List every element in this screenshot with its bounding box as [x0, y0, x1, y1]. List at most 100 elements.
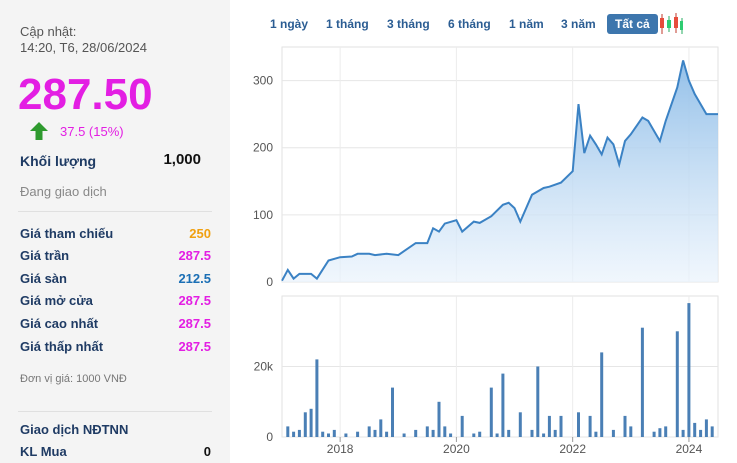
tab-1-day[interactable]: 1 ngày — [270, 17, 309, 31]
volume-bar — [443, 426, 447, 437]
volume-label: Khối lượng — [20, 153, 97, 169]
volume-bar — [553, 429, 557, 437]
current-price: 287.50 — [18, 70, 153, 119]
volume-bar — [611, 429, 615, 437]
volume-bar — [356, 431, 360, 437]
price-line — [281, 60, 718, 282]
volume-bar — [629, 426, 633, 437]
volume-y-tick-label: 20k — [254, 360, 274, 374]
volume-bar — [309, 408, 313, 437]
volume-bar — [373, 429, 377, 437]
volume-bar — [367, 426, 371, 437]
foreign-buy-row: KL Mua 0 — [20, 444, 211, 463]
tab-3-months[interactable]: 3 tháng — [387, 17, 430, 31]
price-y-axis: 0 100 200 300 — [253, 74, 273, 289]
volume-bar — [559, 415, 563, 437]
volume-bar — [495, 433, 499, 437]
price-y-tick-label: 100 — [253, 208, 273, 222]
tab-6-months[interactable]: 6 tháng — [448, 17, 491, 31]
volume-bar — [600, 352, 604, 437]
volume-bar — [588, 415, 592, 437]
reference-price-row: Giá tham chiếu 250 — [20, 226, 211, 246]
time-x-axis: 2018 2020 2022 2024 — [327, 437, 703, 456]
price-unit-note: Đơn vị giá: 1000 VNĐ — [20, 373, 127, 385]
volume-bar — [664, 426, 668, 437]
tab-3-years[interactable]: 3 năm — [561, 17, 596, 31]
stock-info-panel: Cập nhật: 14:20, T6, 28/06/2024 287.50 3… — [0, 0, 230, 463]
volume-bar — [693, 422, 697, 437]
low-price-row: Giá thấp nhất 287.5 — [20, 339, 211, 359]
volume-bar — [297, 429, 301, 437]
volume-bar — [547, 415, 551, 437]
volume-bar — [681, 429, 685, 437]
volume-bar — [658, 428, 662, 437]
volume-bar — [449, 433, 453, 437]
row-value: 287.5 — [178, 316, 211, 331]
price-y-tick-label: 0 — [266, 275, 273, 289]
volume-bar — [437, 401, 441, 438]
row-value: 287.5 — [178, 293, 211, 308]
volume-bar — [385, 431, 389, 437]
up-arrow-icon — [30, 122, 48, 140]
volume-bar — [507, 429, 511, 437]
row-label: Giá sàn — [20, 271, 67, 286]
volume-bar — [704, 419, 708, 437]
volume-bar — [472, 433, 476, 437]
volume-bar — [478, 431, 482, 437]
volume-bar — [425, 426, 429, 437]
price-change: 37.5 (15%) — [60, 124, 124, 139]
volume-bar — [577, 412, 580, 437]
high-price-row: Giá cao nhất 287.5 — [20, 316, 211, 336]
volume-value: 1,000 — [163, 151, 201, 168]
candlestick-chart-icon[interactable] — [658, 12, 684, 36]
row-label: Giá trần — [20, 248, 70, 263]
floor-price-row: Giá sàn 212.5 — [20, 271, 211, 291]
volume-bar — [640, 327, 644, 437]
volume-bar — [518, 412, 522, 437]
row-label: Giá thấp nhất — [20, 339, 104, 354]
price-area — [282, 60, 718, 283]
volume-bar — [303, 412, 307, 437]
volume-bar — [710, 426, 714, 437]
volume-bar — [542, 433, 546, 437]
volume-y-tick-label: 0 — [266, 430, 273, 444]
x-tick-label: 2020 — [443, 442, 470, 456]
volume-bar — [699, 429, 703, 437]
ceiling-price-row: Giá trần 287.5 — [20, 248, 211, 268]
row-value: 212.5 — [178, 271, 211, 286]
row-value: 287.5 — [178, 248, 211, 263]
x-tick-label: 2018 — [327, 442, 354, 456]
volume-bar — [286, 426, 290, 437]
volume-bar — [292, 431, 296, 437]
volume-bar — [379, 419, 383, 437]
row-value: 250 — [189, 226, 211, 241]
volume-bar — [402, 433, 406, 437]
volume-bar — [623, 415, 627, 437]
volume-bar — [594, 431, 598, 437]
updated-time: 14:20, T6, 28/06/2024 — [20, 40, 147, 55]
row-label: KL Mua — [20, 444, 67, 459]
row-value: 0 — [203, 444, 211, 459]
tab-1-year[interactable]: 1 năm — [509, 17, 544, 31]
volume-bar — [315, 359, 319, 437]
volume-bar — [327, 433, 330, 437]
volume-bar — [536, 366, 540, 437]
foreign-trading-title: Giao dịch NĐTNN — [20, 422, 129, 437]
tab-1-month[interactable]: 1 tháng — [326, 17, 369, 31]
volume-y-axis: 0 20k — [254, 360, 274, 445]
trading-status: Đang giao dịch — [20, 184, 107, 199]
volume-bar — [652, 431, 656, 437]
volume-bar — [687, 303, 691, 437]
row-label: Giá mở cửa — [20, 293, 93, 308]
tab-all[interactable]: Tất cả — [607, 14, 658, 34]
row-label: Giá cao nhất — [20, 316, 99, 331]
volume-bar — [501, 373, 505, 437]
volume-grid — [281, 295, 719, 438]
divider — [18, 211, 212, 212]
volume-bar — [489, 387, 493, 437]
row-value: 287.5 — [178, 339, 211, 354]
updated-label: Cập nhật: — [20, 24, 77, 39]
volume-bar — [431, 429, 435, 437]
volume-bar — [530, 429, 534, 437]
